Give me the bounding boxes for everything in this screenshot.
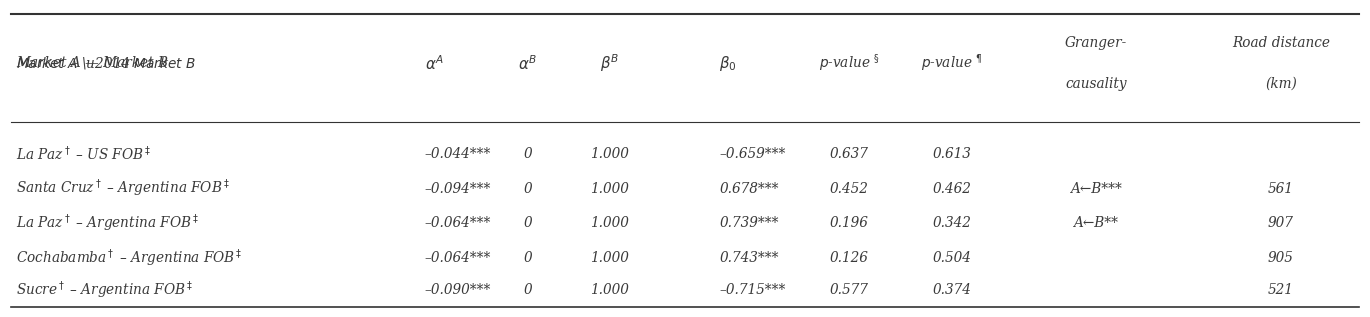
Text: Market A — Market B: Market A — Market B <box>16 56 169 70</box>
Text: La Paz$^\dagger$ – Argentina FOB$^\ddagger$: La Paz$^\dagger$ – Argentina FOB$^\ddagg… <box>16 213 199 234</box>
Text: causality: causality <box>1066 77 1126 91</box>
Text: 1.000: 1.000 <box>590 182 629 196</box>
Text: A←B**: A←B** <box>1074 217 1118 230</box>
Text: 0.739***: 0.739*** <box>719 217 778 230</box>
Text: 0: 0 <box>523 217 532 230</box>
Text: $p$-value $^{\mathsf{\S}}$: $p$-value $^{\mathsf{\S}}$ <box>819 53 880 74</box>
Text: 0.637: 0.637 <box>830 147 869 161</box>
Text: –0.715***: –0.715*** <box>719 283 785 297</box>
Text: –0.044***: –0.044*** <box>425 147 490 161</box>
Text: 0.126: 0.126 <box>830 251 869 265</box>
Text: 0.452: 0.452 <box>830 182 869 196</box>
Text: 0: 0 <box>523 251 532 265</box>
Text: 0.342: 0.342 <box>933 217 971 230</box>
Text: 0.504: 0.504 <box>933 251 971 265</box>
Text: $\beta^{B}$: $\beta^{B}$ <box>600 53 619 74</box>
Text: 521: 521 <box>1269 283 1293 297</box>
Text: Santa Cruz$^\dagger$ – Argentina FOB$^\ddagger$: Santa Cruz$^\dagger$ – Argentina FOB$^\d… <box>16 178 230 199</box>
Text: Sucre$^\dagger$ – Argentina FOB$^\ddagger$: Sucre$^\dagger$ – Argentina FOB$^\ddagge… <box>16 279 193 301</box>
Text: 561: 561 <box>1269 182 1293 196</box>
Text: 1.000: 1.000 <box>590 147 629 161</box>
Text: (km): (km) <box>1265 77 1297 91</box>
Text: 0.577: 0.577 <box>830 283 869 297</box>
Text: 1.000: 1.000 <box>590 283 629 297</box>
Text: 0.374: 0.374 <box>933 283 971 297</box>
Text: 0.613: 0.613 <box>933 147 971 161</box>
Text: 907: 907 <box>1269 217 1293 230</box>
Text: 1.000: 1.000 <box>590 251 629 265</box>
Text: –0.090***: –0.090*** <box>425 283 490 297</box>
Text: Granger-: Granger- <box>1064 36 1128 50</box>
Text: Road distance: Road distance <box>1232 36 1330 50</box>
Text: –0.094***: –0.094*** <box>425 182 490 196</box>
Text: 905: 905 <box>1269 251 1293 265</box>
Text: –0.064***: –0.064*** <box>425 217 490 230</box>
Text: 0.678***: 0.678*** <box>719 182 778 196</box>
Text: 0: 0 <box>523 182 532 196</box>
Text: 0.462: 0.462 <box>933 182 971 196</box>
Text: –0.659***: –0.659*** <box>719 147 785 161</box>
Text: Cochabamba$^\dagger$ – Argentina FOB$^\ddagger$: Cochabamba$^\dagger$ – Argentina FOB$^\d… <box>16 248 242 269</box>
Text: $p$-value $^{\P}$: $p$-value $^{\P}$ <box>921 53 984 74</box>
Text: $\alpha^{A}$: $\alpha^{A}$ <box>425 54 444 73</box>
Text: A←B***: A←B*** <box>1070 182 1122 196</box>
Text: 1.000: 1.000 <box>590 217 629 230</box>
Text: 0: 0 <box>523 147 532 161</box>
Text: $\alpha^{B}$: $\alpha^{B}$ <box>518 54 537 73</box>
Text: La Paz$^\dagger$ – US FOB$^\ddagger$: La Paz$^\dagger$ – US FOB$^\ddagger$ <box>16 145 152 163</box>
Text: 0.743***: 0.743*** <box>719 251 778 265</box>
Text: –0.064***: –0.064*** <box>425 251 490 265</box>
Text: 0: 0 <box>523 283 532 297</box>
Text: $\it{Market\ A}$ \u2014 $\it{Market\ B}$: $\it{Market\ A}$ \u2014 $\it{Market\ B}$ <box>16 55 196 71</box>
Text: $\beta_0$: $\beta_0$ <box>719 54 737 73</box>
Text: 0.196: 0.196 <box>830 217 869 230</box>
